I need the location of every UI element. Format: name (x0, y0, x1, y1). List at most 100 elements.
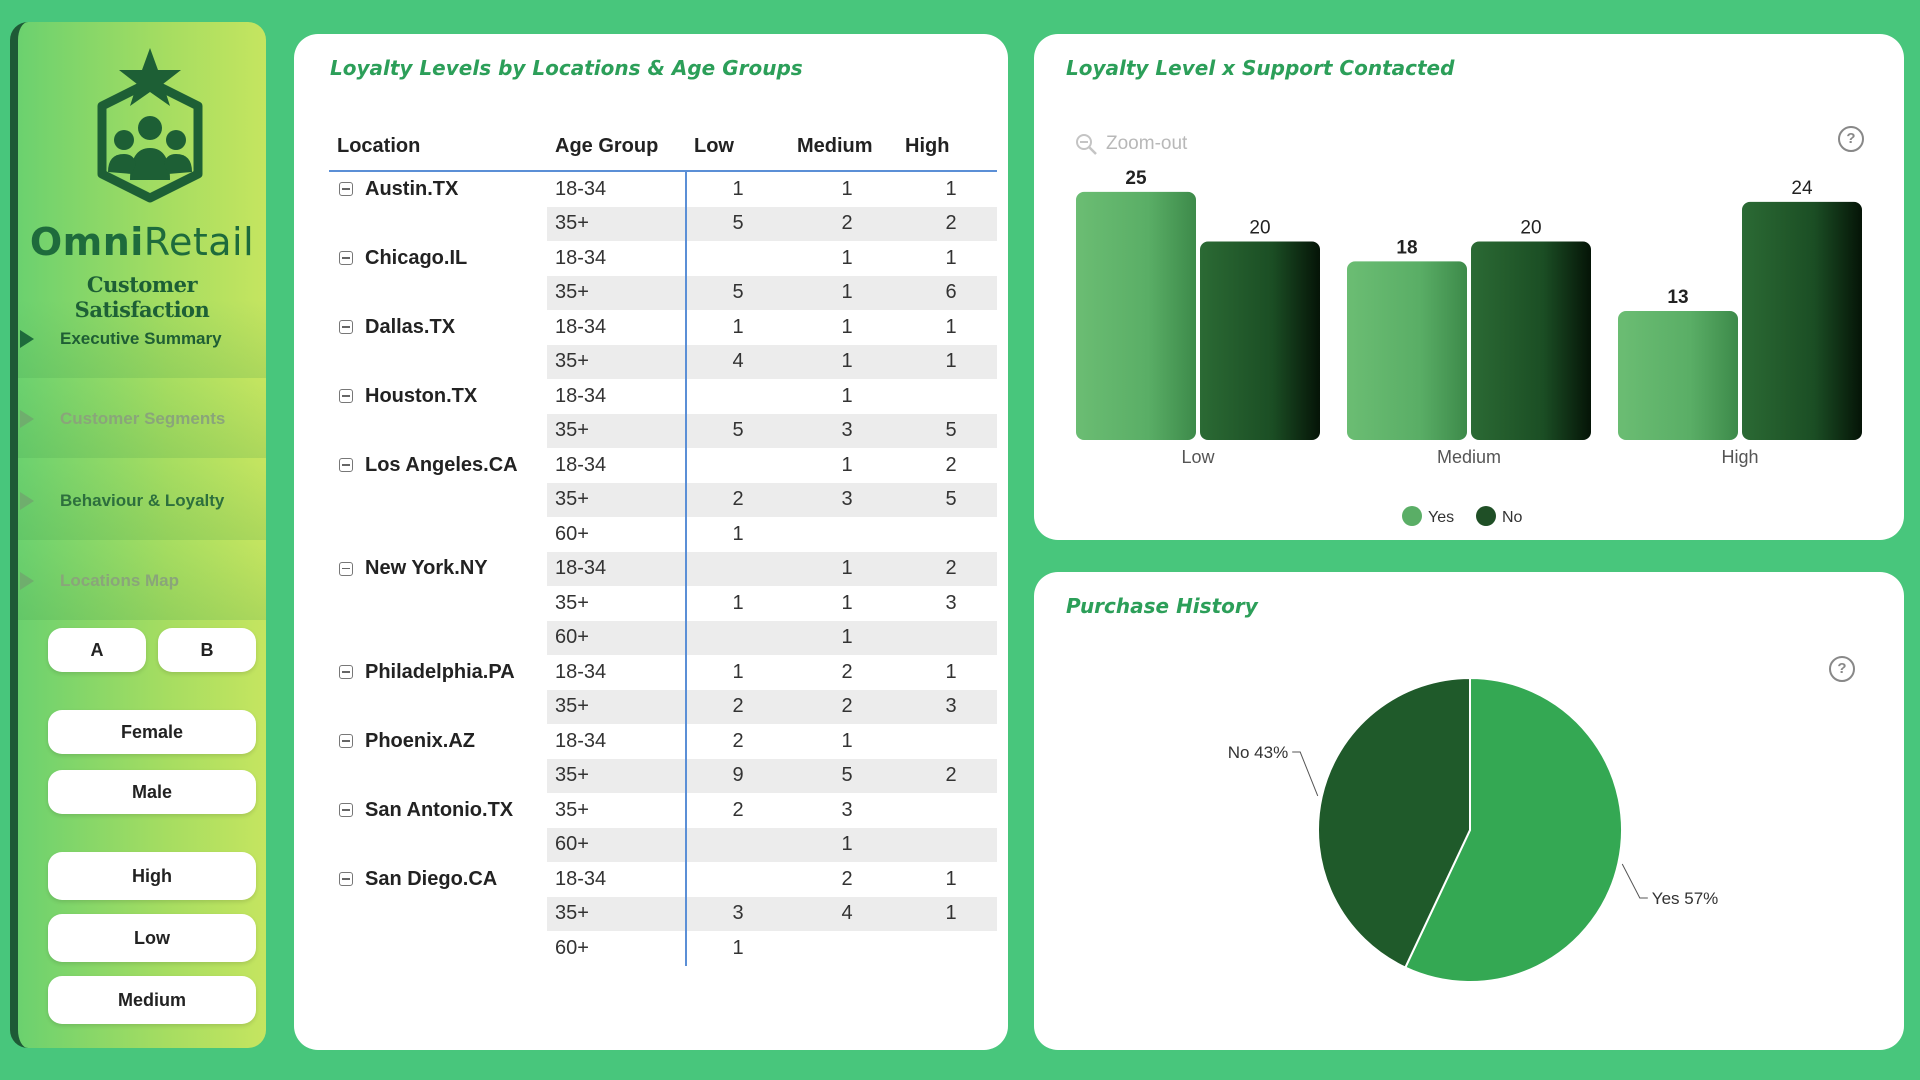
collapse-icon[interactable] (339, 251, 353, 266)
nav-customer-segments[interactable]: Customer Segments (18, 380, 266, 458)
collapse-icon[interactable] (339, 872, 353, 887)
table-row: San Antonio.TX 35+ 2 3 (329, 793, 997, 828)
legend-label[interactable]: No (1502, 509, 1523, 526)
low-value-cell: 1 (685, 171, 789, 207)
collapse-icon[interactable] (339, 182, 353, 197)
bar-no-high[interactable] (1742, 201, 1862, 440)
age-group-cell: 18-34 (555, 867, 607, 890)
legend-swatch[interactable] (1476, 506, 1496, 526)
low-value-cell: 1 (685, 586, 789, 621)
high-value-cell: 2 (905, 758, 997, 793)
medium-value-cell: 1 (841, 453, 853, 476)
high-filter-button[interactable]: High (48, 852, 256, 900)
pie-data-label: Yes 57% (1652, 889, 1718, 908)
location-cell (329, 483, 547, 518)
location-cell (329, 828, 547, 863)
header-low[interactable]: Low (686, 114, 789, 172)
location-name: Chicago.IL (365, 246, 468, 269)
medium-value-cell: 5 (789, 758, 905, 793)
male-filter-button[interactable]: Male (48, 770, 256, 814)
loyalty-support-card: Loyalty Level x Support Contacted Zoom-o… (1034, 34, 1904, 540)
loyalty-matrix-table: Location Age Group Low Medium High Austi… (329, 114, 997, 966)
low-value-cell (685, 241, 789, 276)
help-icon[interactable]: ? (1838, 126, 1864, 152)
bar-yes-medium[interactable] (1347, 261, 1467, 440)
sidebar: OmniRetail Customer Satisfaction Executi… (10, 22, 266, 1048)
collapse-icon[interactable] (339, 665, 353, 680)
segment-b-button[interactable]: B (158, 628, 256, 672)
high-value-cell: 2 (905, 551, 997, 586)
medium-value-cell: 1 (841, 591, 853, 614)
location-group[interactable]: San Diego.CA (329, 868, 547, 891)
location-cell (329, 586, 547, 621)
age-group-cell: 35+ (547, 482, 686, 517)
collapse-icon[interactable] (339, 458, 353, 473)
bar-yes-low[interactable] (1076, 191, 1196, 440)
header-location[interactable]: Location (329, 114, 547, 172)
low-value-cell: 3 (685, 896, 789, 931)
age-group-cell: 60+ (547, 620, 686, 655)
zoom-out-button[interactable]: Zoom-out (1074, 132, 1187, 156)
data-label: 20 (1249, 218, 1270, 239)
medium-value-cell: 1 (841, 246, 853, 269)
location-group[interactable]: San Antonio.TX (329, 799, 547, 822)
bar-no-low[interactable] (1200, 241, 1320, 440)
location-group[interactable]: Los Angeles.CA (329, 454, 547, 477)
table-row: Philadelphia.PA 18-34 1 2 1 (329, 655, 997, 690)
medium-value-cell: 2 (841, 867, 853, 890)
low-value-cell: 1 (685, 310, 789, 345)
nav-label: Locations Map (60, 571, 180, 590)
nav-locations-map[interactable]: Locations Map (18, 542, 266, 620)
collapse-icon[interactable] (339, 734, 353, 749)
nav-behaviour-loyalty[interactable]: Behaviour & Loyalty (18, 462, 266, 540)
location-group[interactable]: Dallas.TX (329, 316, 547, 339)
matrix-header-row: Location Age Group Low Medium High (329, 114, 997, 172)
header-age-group[interactable]: Age Group (547, 114, 686, 172)
header-high[interactable]: High (905, 114, 997, 172)
collapse-icon[interactable] (339, 389, 353, 404)
nav-arrow-icon (20, 410, 34, 428)
location-cell: New York.NY (329, 552, 547, 587)
age-group-cell: 35+ (555, 798, 589, 821)
collapse-icon[interactable] (339, 561, 353, 576)
bar-yes-high[interactable] (1618, 311, 1738, 440)
age-group-cell: 18-34 (555, 384, 607, 407)
nav-arrow-icon (20, 330, 34, 348)
location-cell (329, 621, 547, 656)
legend-label[interactable]: Yes (1428, 509, 1454, 526)
age-group-cell: 35+ (547, 275, 686, 310)
location-group[interactable]: Chicago.IL (329, 247, 547, 270)
location-group[interactable]: Philadelphia.PA (329, 661, 547, 684)
low-value-cell (685, 448, 789, 483)
segment-a-button[interactable]: A (48, 628, 146, 672)
pie-slice-no[interactable] (1317, 676, 1471, 969)
low-value-cell: 2 (685, 724, 789, 759)
x-tick-label: Medium (1437, 447, 1501, 467)
location-group[interactable]: Phoenix.AZ (329, 730, 547, 753)
female-filter-button[interactable]: Female (48, 710, 256, 754)
location-group[interactable]: Houston.TX (329, 385, 547, 408)
location-group[interactable]: New York.NY (329, 557, 547, 580)
location-group[interactable]: Austin.TX (329, 178, 547, 201)
medium-filter-button[interactable]: Medium (48, 976, 256, 1024)
legend-swatch[interactable] (1402, 506, 1422, 526)
data-label: 20 (1520, 218, 1541, 239)
header-medium[interactable]: Medium (789, 114, 905, 172)
pie-slice-yes[interactable] (1403, 676, 1623, 983)
zoom-out-label: Zoom-out (1106, 133, 1188, 154)
location-name: Phoenix.AZ (365, 729, 476, 752)
high-value-cell (905, 379, 997, 414)
low-value-cell: 4 (685, 344, 789, 379)
help-icon[interactable]: ? (1829, 656, 1855, 682)
collapse-icon[interactable] (339, 320, 353, 335)
location-name: Philadelphia.PA (365, 660, 515, 683)
leader-line (1292, 751, 1319, 797)
low-filter-button[interactable]: Low (48, 914, 256, 962)
nav-label: Behaviour & Loyalty (60, 491, 225, 510)
brand-tagline: Customer Satisfaction (75, 272, 210, 322)
age-group-cell: 60+ (555, 522, 589, 545)
table-row: 60+ 1 (329, 517, 997, 552)
nav-executive-summary[interactable]: Executive Summary (18, 300, 266, 378)
collapse-icon[interactable] (339, 803, 353, 818)
bar-no-medium[interactable] (1471, 241, 1591, 440)
